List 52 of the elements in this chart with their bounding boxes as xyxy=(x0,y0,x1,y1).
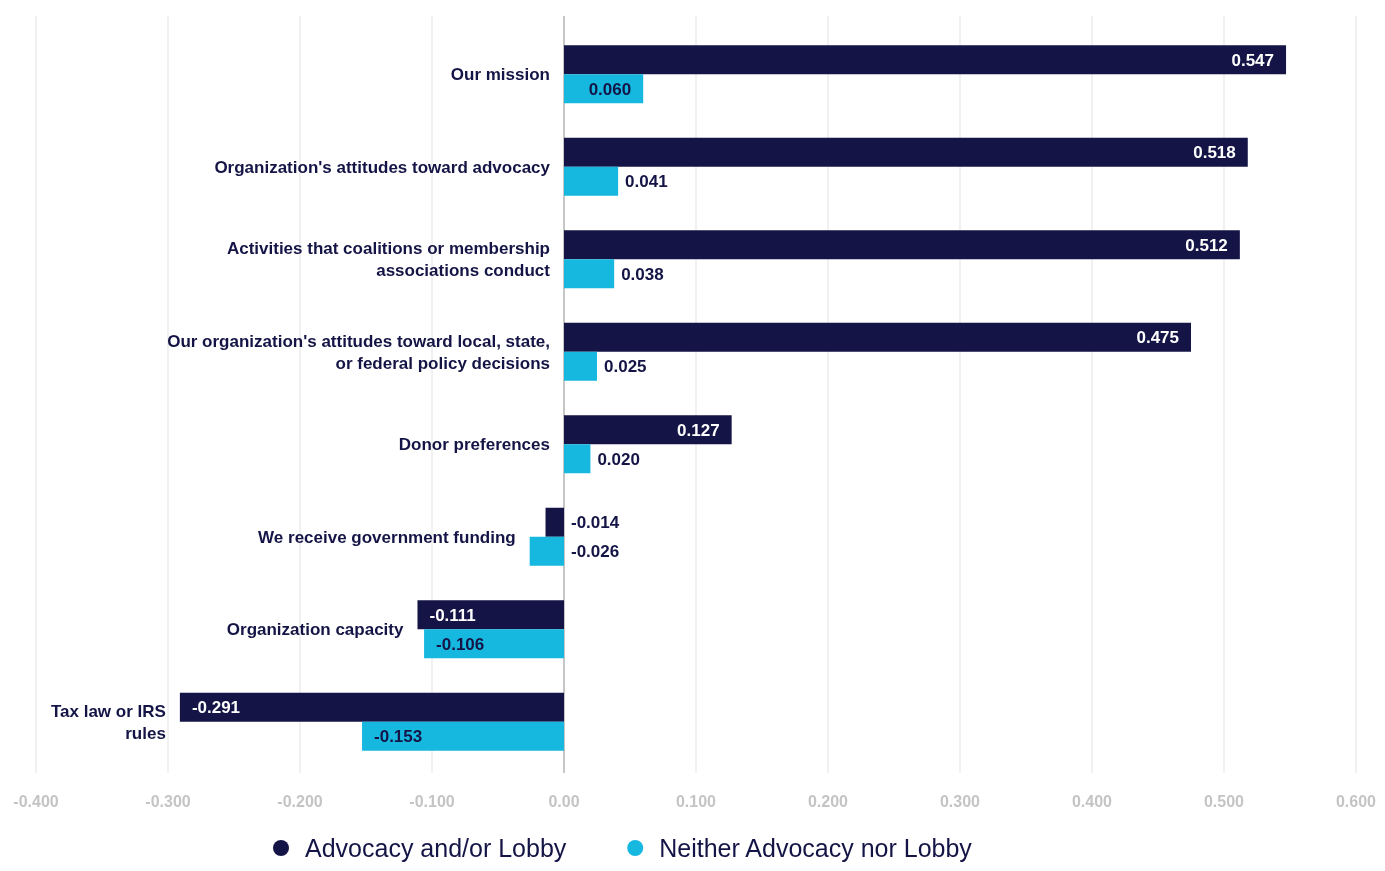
bar xyxy=(424,629,564,659)
bar xyxy=(529,536,564,566)
y-tick-label: Activities that coalitions or membership associations conduct xyxy=(226,239,551,281)
data-label: 0.547 xyxy=(1231,50,1275,70)
data-label: 0.127 xyxy=(677,420,720,440)
bar xyxy=(417,600,564,630)
data-label: 0.475 xyxy=(1136,328,1179,348)
bar xyxy=(564,259,615,289)
data-label: 0.025 xyxy=(604,357,647,377)
data-label: -0.153 xyxy=(374,727,423,747)
bar xyxy=(179,692,564,722)
bar xyxy=(564,230,1240,260)
x-tick-label: 0.100 xyxy=(675,792,717,810)
y-tick-label: We receive government funding xyxy=(258,527,516,547)
data-label: 0.038 xyxy=(621,264,664,284)
y-tick-label: Organization's attitudes toward advocacy xyxy=(214,157,551,177)
legend-label: Advocacy and/or Lobby xyxy=(305,833,567,862)
data-label: -0.106 xyxy=(436,634,485,654)
bar xyxy=(564,444,591,474)
data-label: -0.291 xyxy=(191,698,241,718)
y-tick-label: Our mission xyxy=(450,65,550,85)
x-tick-label: -0.300 xyxy=(145,792,191,810)
data-label: 0.041 xyxy=(625,172,668,192)
x-tick-label: -0.400 xyxy=(13,792,59,810)
data-label: 0.512 xyxy=(1185,235,1228,255)
data-label: 0.020 xyxy=(597,449,640,469)
y-tick-label: Donor preferences xyxy=(398,435,550,455)
legend-label: Neither Advocacy nor Lobby xyxy=(659,833,973,862)
x-tick-label: 0.400 xyxy=(1071,792,1113,810)
y-tick-label: Our organization's attitudes toward local, state, or federal policy decisions xyxy=(167,331,550,373)
y-tick-label: Tax law or IRS rules xyxy=(50,701,166,743)
bar xyxy=(362,721,564,751)
bar xyxy=(564,45,1287,75)
data-label: -0.026 xyxy=(571,542,620,562)
x-tick-label: 0.300 xyxy=(939,792,981,810)
bar xyxy=(564,415,732,445)
data-label: 0.518 xyxy=(1193,143,1236,163)
x-tick-label: -0.100 xyxy=(409,792,455,810)
x-tick-label: 0.00 xyxy=(548,792,580,810)
data-label: -0.014 xyxy=(571,513,620,533)
bar xyxy=(564,351,597,381)
x-tick-label: 0.500 xyxy=(1203,792,1245,810)
y-tick-label: Organization capacity xyxy=(226,620,405,640)
bar xyxy=(564,166,619,196)
data-label: 0.060 xyxy=(588,79,632,99)
x-tick-label: 0.200 xyxy=(807,792,849,810)
x-tick-label: -0.200 xyxy=(277,792,323,810)
x-tick-label: 0.600 xyxy=(1335,792,1377,810)
bar xyxy=(545,507,564,537)
data-label: -0.111 xyxy=(429,605,476,625)
bar xyxy=(564,322,1191,352)
bar xyxy=(564,137,1248,167)
